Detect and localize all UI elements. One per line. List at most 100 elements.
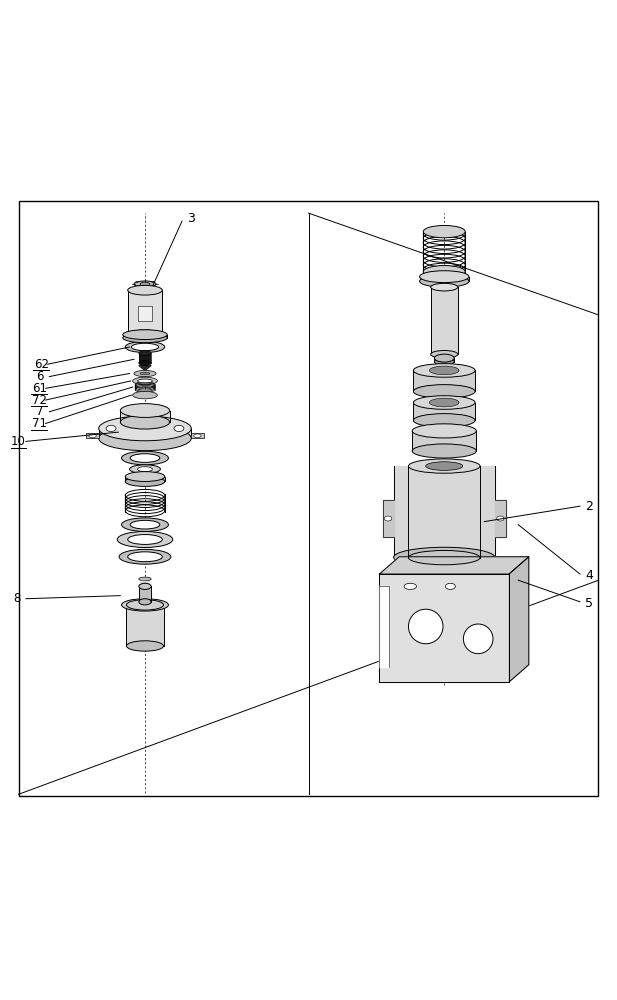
Ellipse shape — [139, 583, 151, 589]
Ellipse shape — [384, 516, 392, 521]
Ellipse shape — [429, 366, 459, 375]
Ellipse shape — [99, 426, 191, 451]
Ellipse shape — [139, 577, 151, 581]
Ellipse shape — [497, 516, 504, 521]
Ellipse shape — [429, 272, 460, 281]
Polygon shape — [431, 287, 458, 354]
Polygon shape — [123, 335, 167, 338]
Ellipse shape — [408, 609, 443, 644]
Text: 2: 2 — [586, 500, 593, 513]
Ellipse shape — [130, 465, 160, 473]
Ellipse shape — [89, 434, 96, 438]
Ellipse shape — [135, 473, 155, 480]
Ellipse shape — [445, 583, 455, 589]
Polygon shape — [383, 500, 394, 537]
Ellipse shape — [138, 467, 152, 472]
Text: 10: 10 — [11, 435, 26, 448]
Ellipse shape — [128, 535, 162, 544]
Ellipse shape — [404, 583, 416, 589]
Ellipse shape — [413, 414, 475, 427]
Ellipse shape — [140, 372, 150, 375]
Ellipse shape — [135, 287, 155, 293]
Polygon shape — [412, 431, 476, 451]
Polygon shape — [139, 586, 151, 602]
Ellipse shape — [128, 552, 162, 562]
Ellipse shape — [120, 404, 170, 417]
Ellipse shape — [126, 641, 164, 651]
Ellipse shape — [140, 282, 150, 286]
Polygon shape — [125, 477, 165, 481]
Ellipse shape — [408, 550, 480, 565]
Ellipse shape — [413, 385, 475, 398]
Ellipse shape — [122, 518, 168, 531]
Ellipse shape — [423, 225, 465, 238]
FancyBboxPatch shape — [138, 306, 152, 321]
Ellipse shape — [431, 283, 458, 291]
Ellipse shape — [125, 341, 165, 353]
Polygon shape — [434, 358, 454, 362]
Text: 62: 62 — [34, 358, 49, 371]
Ellipse shape — [422, 425, 466, 436]
Ellipse shape — [431, 350, 458, 358]
Ellipse shape — [130, 520, 160, 529]
Ellipse shape — [463, 624, 493, 654]
Polygon shape — [191, 433, 204, 438]
Ellipse shape — [122, 599, 168, 611]
Polygon shape — [120, 411, 170, 422]
Ellipse shape — [174, 425, 184, 432]
Ellipse shape — [134, 281, 156, 287]
Ellipse shape — [429, 398, 459, 407]
Text: 8: 8 — [14, 592, 21, 605]
Polygon shape — [394, 466, 495, 557]
Polygon shape — [408, 466, 480, 558]
Ellipse shape — [434, 358, 454, 365]
Ellipse shape — [123, 330, 167, 340]
Ellipse shape — [119, 549, 171, 564]
Ellipse shape — [126, 600, 164, 610]
Text: 7: 7 — [36, 405, 43, 418]
Ellipse shape — [423, 266, 465, 278]
Ellipse shape — [423, 365, 465, 376]
Text: 4: 4 — [586, 569, 593, 582]
Polygon shape — [379, 557, 529, 574]
Polygon shape — [379, 574, 509, 682]
Ellipse shape — [128, 285, 162, 295]
Ellipse shape — [138, 379, 152, 383]
Ellipse shape — [106, 425, 116, 432]
Ellipse shape — [426, 462, 463, 470]
Ellipse shape — [413, 364, 475, 377]
Ellipse shape — [139, 351, 151, 356]
Ellipse shape — [413, 396, 475, 409]
Ellipse shape — [139, 361, 151, 365]
Ellipse shape — [418, 460, 470, 472]
Ellipse shape — [128, 330, 162, 340]
Ellipse shape — [133, 377, 157, 385]
Ellipse shape — [139, 599, 151, 605]
Ellipse shape — [122, 451, 168, 465]
Polygon shape — [509, 557, 529, 682]
Ellipse shape — [420, 271, 469, 283]
Ellipse shape — [134, 370, 156, 377]
Text: 6: 6 — [36, 370, 43, 383]
Ellipse shape — [99, 416, 191, 441]
Polygon shape — [495, 500, 506, 537]
Polygon shape — [99, 428, 191, 438]
Ellipse shape — [434, 354, 454, 362]
Ellipse shape — [117, 531, 173, 548]
Polygon shape — [126, 605, 164, 646]
Ellipse shape — [412, 444, 476, 458]
Text: 72: 72 — [32, 394, 47, 407]
Polygon shape — [86, 433, 99, 438]
Polygon shape — [139, 365, 151, 370]
Polygon shape — [128, 290, 162, 335]
Ellipse shape — [394, 547, 495, 567]
Ellipse shape — [130, 454, 160, 462]
Ellipse shape — [125, 472, 165, 481]
Ellipse shape — [133, 391, 157, 399]
Polygon shape — [413, 403, 475, 420]
Text: 3: 3 — [188, 212, 195, 225]
Polygon shape — [379, 586, 389, 667]
Polygon shape — [420, 277, 469, 281]
Ellipse shape — [123, 333, 167, 343]
Text: 5: 5 — [586, 597, 593, 610]
